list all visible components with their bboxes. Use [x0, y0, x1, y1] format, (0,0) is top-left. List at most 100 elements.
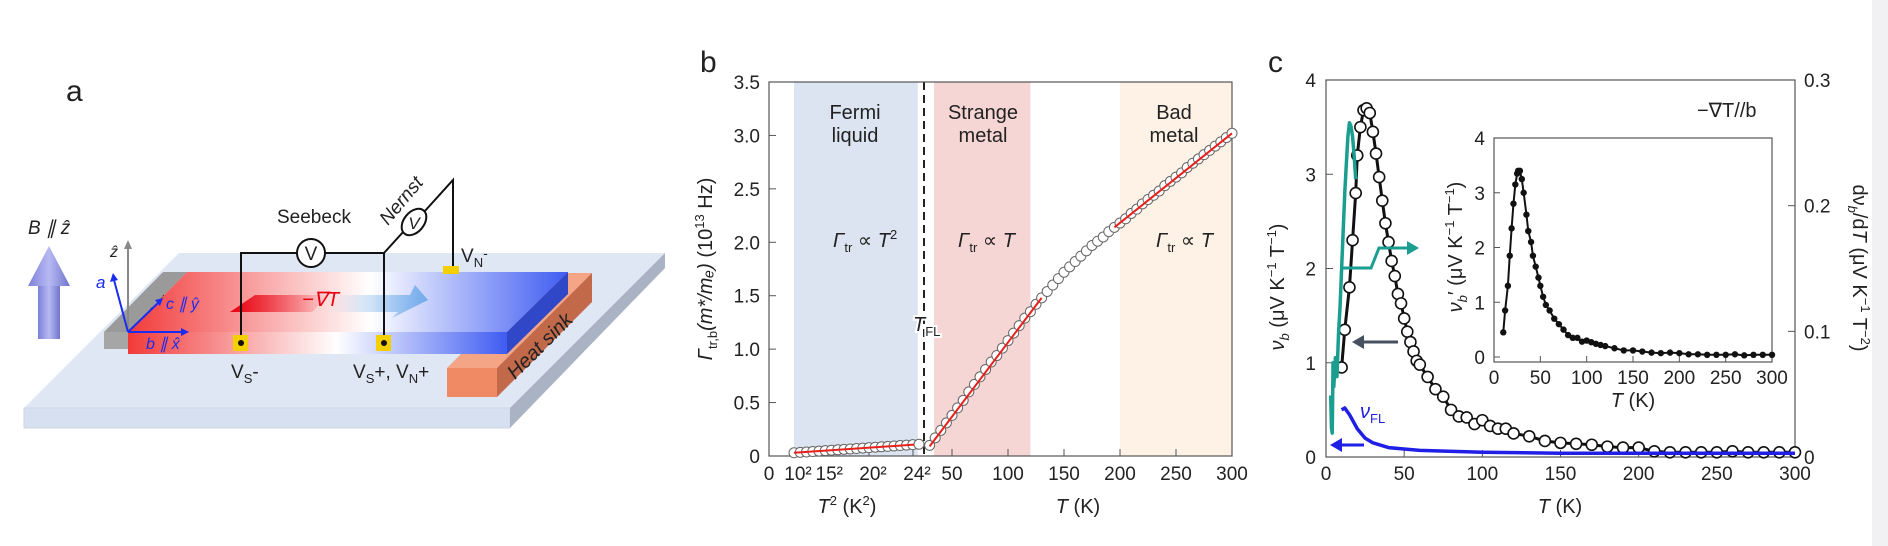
region-subtitle-fermi: liquid — [832, 125, 879, 147]
data-point-nu_b — [1338, 323, 1352, 337]
y-tick-label-right: 0.2 — [1804, 197, 1830, 218]
x-axis-label-c: T (K) — [1538, 496, 1582, 518]
fit-line — [928, 297, 1043, 447]
x-tick-label: 300 — [1779, 464, 1811, 485]
arrow-right-axis-icon-head — [1407, 241, 1419, 255]
inset-data-point — [1713, 351, 1720, 359]
inset-data-point — [1518, 175, 1526, 183]
y-tick-label: 0 — [749, 447, 760, 468]
inset-data-point — [1504, 282, 1512, 290]
x-axis-label-inset: T (K) — [1611, 390, 1655, 412]
x-tick-label: 250 — [1701, 464, 1733, 485]
y-tick-label-left: 2 — [1305, 260, 1316, 281]
y-tick-label-right: 0.3 — [1804, 71, 1830, 92]
inset-y-tick-label: 2 — [1474, 239, 1485, 260]
seebeck-label: Seebeck — [277, 207, 351, 228]
inset-data-point — [1703, 351, 1711, 359]
data-point-nu_b — [1429, 382, 1442, 396]
inset-data-point — [1611, 345, 1618, 352]
x-tick-label: 50 — [1394, 464, 1415, 485]
nu-fl-label: νFL — [1360, 401, 1385, 426]
inset-data-point — [1620, 347, 1627, 354]
inset-data-point — [1555, 320, 1563, 328]
region-title-bad: Bad — [1156, 102, 1192, 124]
x-tick-label: 24² — [903, 464, 930, 485]
inset-data-point — [1569, 334, 1576, 342]
panel-c-label: c — [1268, 46, 1283, 79]
data-point-nu_b — [1554, 436, 1567, 450]
inset-data-point — [1537, 282, 1544, 290]
contact-vs-plus — [376, 335, 391, 351]
svg-text:V: V — [408, 214, 421, 233]
inset-y-tick-label: 1 — [1474, 293, 1485, 314]
series-line-dnu_dT — [1328, 120, 1358, 435]
data-point-nu_b — [1369, 147, 1383, 160]
inset-data-point — [1542, 301, 1550, 309]
plot-frame — [768, 81, 1233, 457]
inset-data-point — [1525, 227, 1532, 235]
x-tick-label: 100 — [1466, 464, 1498, 485]
data-point-nu_b — [1601, 440, 1614, 453]
x-tick-label: 0 — [1321, 464, 1332, 485]
inset-data-point — [1731, 351, 1739, 358]
inset-data-point — [1512, 181, 1519, 188]
inset-data-point — [1535, 274, 1542, 281]
inset-data-point — [1501, 307, 1509, 314]
gradient-direction-annotation: −∇T//b — [1697, 100, 1757, 122]
axes-inset: 0 50 100 150 200 250 300 0 1 2 3 4 — [1474, 129, 1787, 389]
region-subtitle-strange: metal — [959, 125, 1008, 147]
x-tick-label: 20² — [859, 464, 886, 485]
y-axis-label-b: Γtr,b(m*/mₑ) (1013 Hz) — [692, 178, 720, 361]
page-edge — [1872, 0, 1888, 546]
data-point-nu_b — [1349, 186, 1363, 200]
x-tick-label: 0 — [764, 464, 775, 485]
svg-text:V: V — [305, 244, 318, 265]
sample-crystal — [128, 272, 568, 354]
arrow-left-axis-icon-head — [1352, 335, 1364, 349]
inset-data-point — [1529, 252, 1537, 259]
crystal-axes — [110, 240, 189, 336]
region-band — [934, 82, 1031, 456]
data-point-nu_b — [1372, 170, 1386, 184]
fit-line — [1113, 132, 1233, 229]
x-tick-label: 50 — [941, 464, 962, 485]
inset-x-tick-label: 50 — [1530, 368, 1551, 389]
panel-a-label: a — [66, 75, 83, 108]
data-point-nu_b — [1385, 254, 1398, 268]
data-point-nu_b — [1507, 427, 1520, 440]
x-tick-label: 10² — [784, 464, 811, 485]
law-strange: Γtr ∝ T — [958, 230, 1017, 255]
inset-data-point — [1657, 349, 1665, 357]
inset-data-point — [1500, 329, 1507, 336]
x-tick-label: 200 — [1623, 464, 1655, 485]
arrow-left-axis-fl-icon-head — [1330, 438, 1342, 452]
y-axis-label-inset: νb′ (μV K−1 T−1) — [1442, 182, 1470, 313]
inset-data-point — [1508, 225, 1515, 232]
inset-data-point — [1602, 342, 1609, 350]
measurement-wiring — [240, 177, 454, 343]
inset-data-point — [1750, 351, 1757, 359]
gradient-label: −∇T — [302, 289, 341, 311]
inset-data-point — [1564, 331, 1572, 339]
x-tick-label: 200 — [1104, 464, 1136, 485]
inset-y-tick-label: 0 — [1474, 348, 1485, 369]
axis-z-label: ẑ — [109, 244, 118, 261]
vn-minus-label: VN- — [461, 245, 488, 270]
inset-data-point — [1506, 252, 1513, 259]
inset-data-point — [1629, 347, 1637, 354]
field-label: B ∥ ẑ — [28, 218, 71, 239]
x-axis-label-b-right: T (K) — [1056, 496, 1100, 518]
y-tick-label-left: 4 — [1305, 71, 1316, 92]
region-subtitle-bad: metal — [1150, 125, 1199, 147]
data-c — [1328, 101, 1802, 459]
y-tick-label: 3.0 — [734, 126, 760, 147]
law-bad: Γtr ∝ T — [1156, 230, 1215, 255]
contact-vs-minus — [233, 335, 248, 351]
y-tick-label: 2.0 — [734, 233, 760, 254]
panel-a-schematic: a B ∥ ẑ Heater He — [23, 75, 665, 429]
seebeck-voltmeter-icon: V — [296, 238, 326, 268]
inset-data-point — [1639, 348, 1646, 355]
data-point-linear — [963, 386, 975, 398]
inset-data-point — [1648, 349, 1655, 356]
